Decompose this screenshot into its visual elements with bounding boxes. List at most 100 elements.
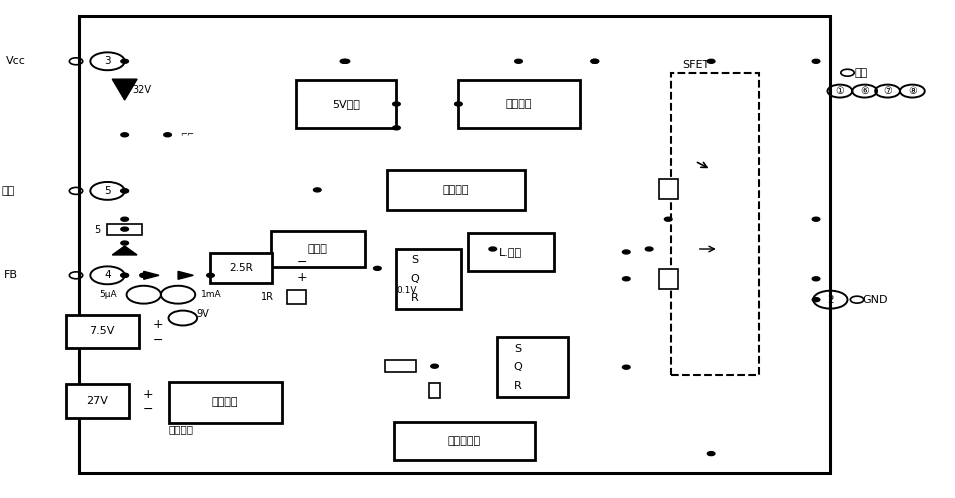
FancyBboxPatch shape <box>396 249 461 309</box>
FancyBboxPatch shape <box>210 253 272 283</box>
Text: 3: 3 <box>104 56 111 66</box>
Text: +: + <box>296 271 307 284</box>
Circle shape <box>140 273 148 277</box>
FancyBboxPatch shape <box>79 15 830 474</box>
Circle shape <box>342 59 350 63</box>
Text: 1R: 1R <box>262 292 274 302</box>
Text: S: S <box>515 344 521 354</box>
Circle shape <box>163 133 171 137</box>
Circle shape <box>313 188 321 192</box>
Text: 漏极: 漏极 <box>854 68 867 78</box>
Circle shape <box>393 102 400 106</box>
Text: 5: 5 <box>104 186 111 196</box>
Text: 9V: 9V <box>196 309 209 319</box>
Circle shape <box>431 364 438 368</box>
Text: 逻辑控制: 逻辑控制 <box>442 185 469 195</box>
Circle shape <box>623 277 630 281</box>
FancyBboxPatch shape <box>108 224 142 235</box>
Text: 内部偏置: 内部偏置 <box>505 99 532 109</box>
FancyBboxPatch shape <box>393 422 535 460</box>
FancyBboxPatch shape <box>387 169 525 210</box>
Text: 5: 5 <box>95 225 101 235</box>
Circle shape <box>646 247 653 251</box>
Text: 1mA: 1mA <box>201 290 222 299</box>
Text: GND: GND <box>862 295 888 305</box>
Circle shape <box>121 189 129 193</box>
FancyBboxPatch shape <box>168 382 282 423</box>
Text: 过压保护: 过压保护 <box>168 424 194 434</box>
Circle shape <box>121 189 129 193</box>
FancyBboxPatch shape <box>66 315 139 348</box>
Text: +: + <box>143 387 154 400</box>
Circle shape <box>373 266 381 270</box>
Circle shape <box>623 365 630 369</box>
Circle shape <box>515 59 522 63</box>
Text: Vcc: Vcc <box>6 56 26 66</box>
Text: ①: ① <box>836 86 844 96</box>
Circle shape <box>121 217 129 221</box>
Text: 5V稳压: 5V稳压 <box>332 99 360 109</box>
Text: R: R <box>411 293 418 303</box>
FancyBboxPatch shape <box>385 360 415 372</box>
Text: −: − <box>143 403 154 416</box>
Text: 0.1V: 0.1V <box>396 286 417 295</box>
Text: −: − <box>152 334 162 347</box>
Circle shape <box>591 59 599 63</box>
Circle shape <box>623 250 630 254</box>
Text: Q: Q <box>411 274 419 284</box>
Circle shape <box>812 217 819 221</box>
FancyBboxPatch shape <box>458 80 580 128</box>
Text: L.比比: L.比比 <box>499 247 522 257</box>
Circle shape <box>489 247 497 251</box>
Circle shape <box>121 133 129 137</box>
Text: ⌐⌐: ⌐⌐ <box>180 130 195 139</box>
Text: 过热保护: 过热保护 <box>212 397 238 407</box>
FancyBboxPatch shape <box>286 290 306 304</box>
FancyBboxPatch shape <box>296 80 396 128</box>
Text: 4: 4 <box>104 270 111 280</box>
Circle shape <box>140 273 148 277</box>
Circle shape <box>121 227 129 231</box>
Polygon shape <box>144 271 159 279</box>
Text: Q: Q <box>514 362 522 372</box>
Circle shape <box>393 126 400 130</box>
Text: 27V: 27V <box>86 396 108 406</box>
Circle shape <box>340 59 348 63</box>
Text: 电源遇复位: 电源遇复位 <box>448 436 480 446</box>
Text: 启动: 启动 <box>2 186 15 196</box>
Text: ⑦: ⑦ <box>883 86 892 96</box>
Circle shape <box>708 452 715 456</box>
Text: 7.5V: 7.5V <box>89 326 115 337</box>
Circle shape <box>708 59 715 63</box>
Polygon shape <box>178 271 193 279</box>
Text: 2.5R: 2.5R <box>229 263 253 273</box>
Circle shape <box>812 277 819 281</box>
Text: SFET: SFET <box>683 60 710 70</box>
Text: 5μA: 5μA <box>99 290 117 299</box>
Polygon shape <box>113 79 138 100</box>
Circle shape <box>591 59 599 63</box>
FancyBboxPatch shape <box>659 269 678 289</box>
Text: S: S <box>411 255 418 265</box>
FancyBboxPatch shape <box>659 179 678 199</box>
Text: 振荡器: 振荡器 <box>308 244 328 254</box>
FancyBboxPatch shape <box>66 384 130 418</box>
Polygon shape <box>113 246 138 255</box>
FancyBboxPatch shape <box>468 233 554 271</box>
Circle shape <box>812 59 819 63</box>
Text: 32V: 32V <box>133 85 151 95</box>
Circle shape <box>121 241 129 245</box>
Circle shape <box>665 217 672 221</box>
Text: 2: 2 <box>827 295 834 305</box>
Text: R: R <box>514 381 521 391</box>
Circle shape <box>455 102 462 106</box>
Circle shape <box>121 273 129 277</box>
Text: FB: FB <box>4 270 17 280</box>
Text: ⑧: ⑧ <box>908 86 917 96</box>
FancyBboxPatch shape <box>270 231 365 267</box>
FancyBboxPatch shape <box>671 73 759 375</box>
FancyBboxPatch shape <box>429 383 440 398</box>
Text: +: + <box>152 318 163 331</box>
Text: ⑥: ⑥ <box>860 86 869 96</box>
Circle shape <box>121 59 129 63</box>
